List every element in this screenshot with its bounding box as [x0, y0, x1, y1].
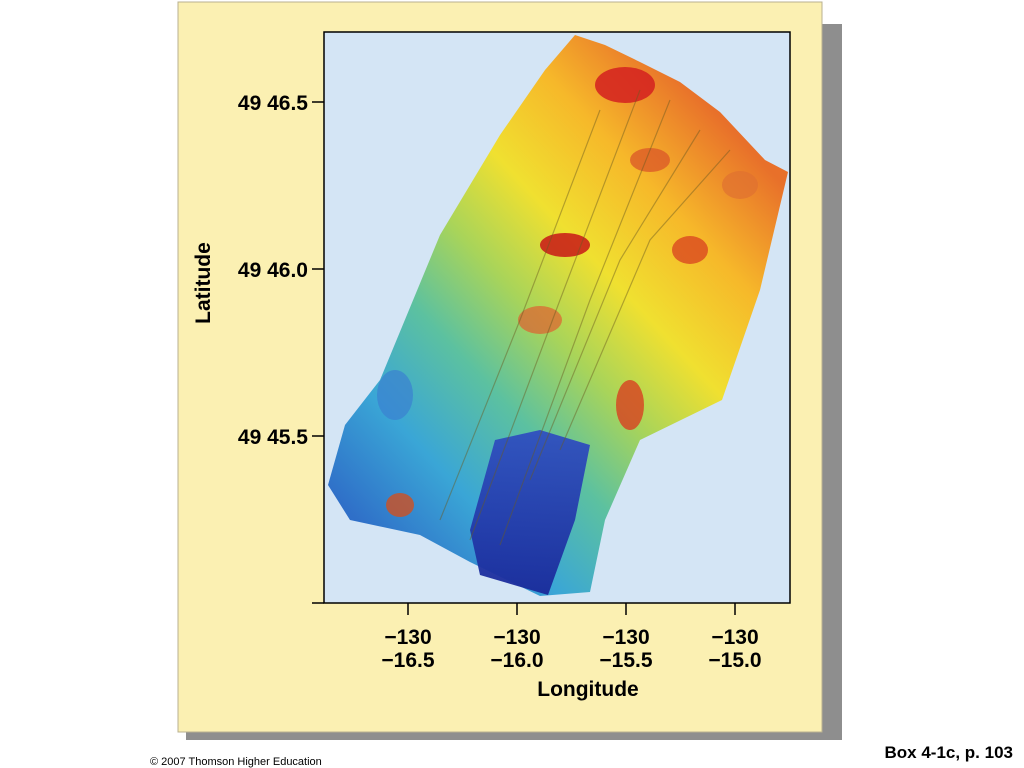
caption: Box 4-1c, p. 103	[884, 743, 1013, 762]
credit: © 2007 Thomson Higher Education	[150, 756, 322, 768]
bathymetry	[328, 35, 788, 596]
x-tick-label: −16.0	[490, 649, 543, 672]
x-tick-label: −130	[711, 626, 758, 649]
x-tick-label: −16.5	[381, 649, 434, 672]
svg-text:−130−15.0: −130 −15.0	[708, 626, 761, 672]
x-tick-labels: −130 −16.5 −130 −16.0 −130 −15.5 −130 −15.0	[381, 626, 761, 672]
y-tick-label: 49 45.5	[238, 426, 308, 449]
svg-text:−130−15.5: −130 −15.5	[599, 626, 652, 672]
svg-text:−130−16.0: −130 −16.0	[490, 626, 543, 672]
axis-ticks	[312, 101, 736, 615]
x-tick-label: −15.5	[599, 649, 652, 672]
y-tick-label: 49 46.5	[238, 92, 308, 115]
x-axis-title: Longitude	[537, 678, 638, 701]
x-tick-label: −15.0	[708, 649, 761, 672]
y-axis-title: Latitude	[192, 242, 215, 324]
x-tick-label: −130	[493, 626, 540, 649]
y-tick-label: 49 46.0	[238, 259, 308, 282]
x-tick-label: −130	[602, 626, 649, 649]
svg-text:−130−16.5: −130 −16.5	[381, 626, 434, 672]
x-tick-label: −130	[384, 626, 431, 649]
